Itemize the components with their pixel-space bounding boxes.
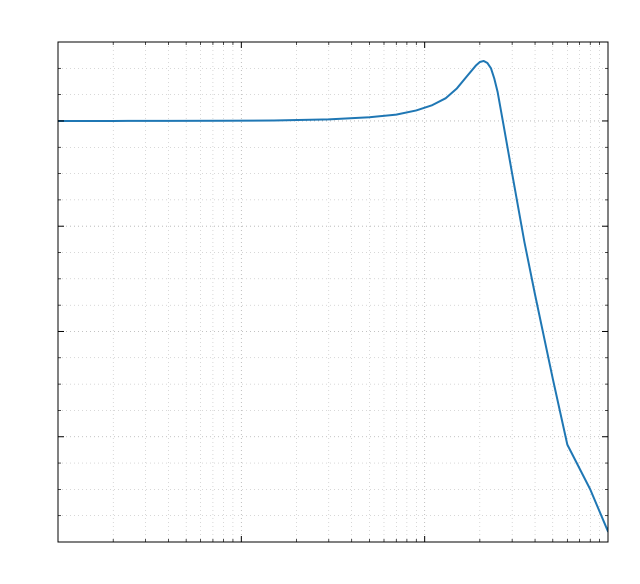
chart-svg [0,0,640,584]
bode-magnitude-chart [0,0,640,584]
